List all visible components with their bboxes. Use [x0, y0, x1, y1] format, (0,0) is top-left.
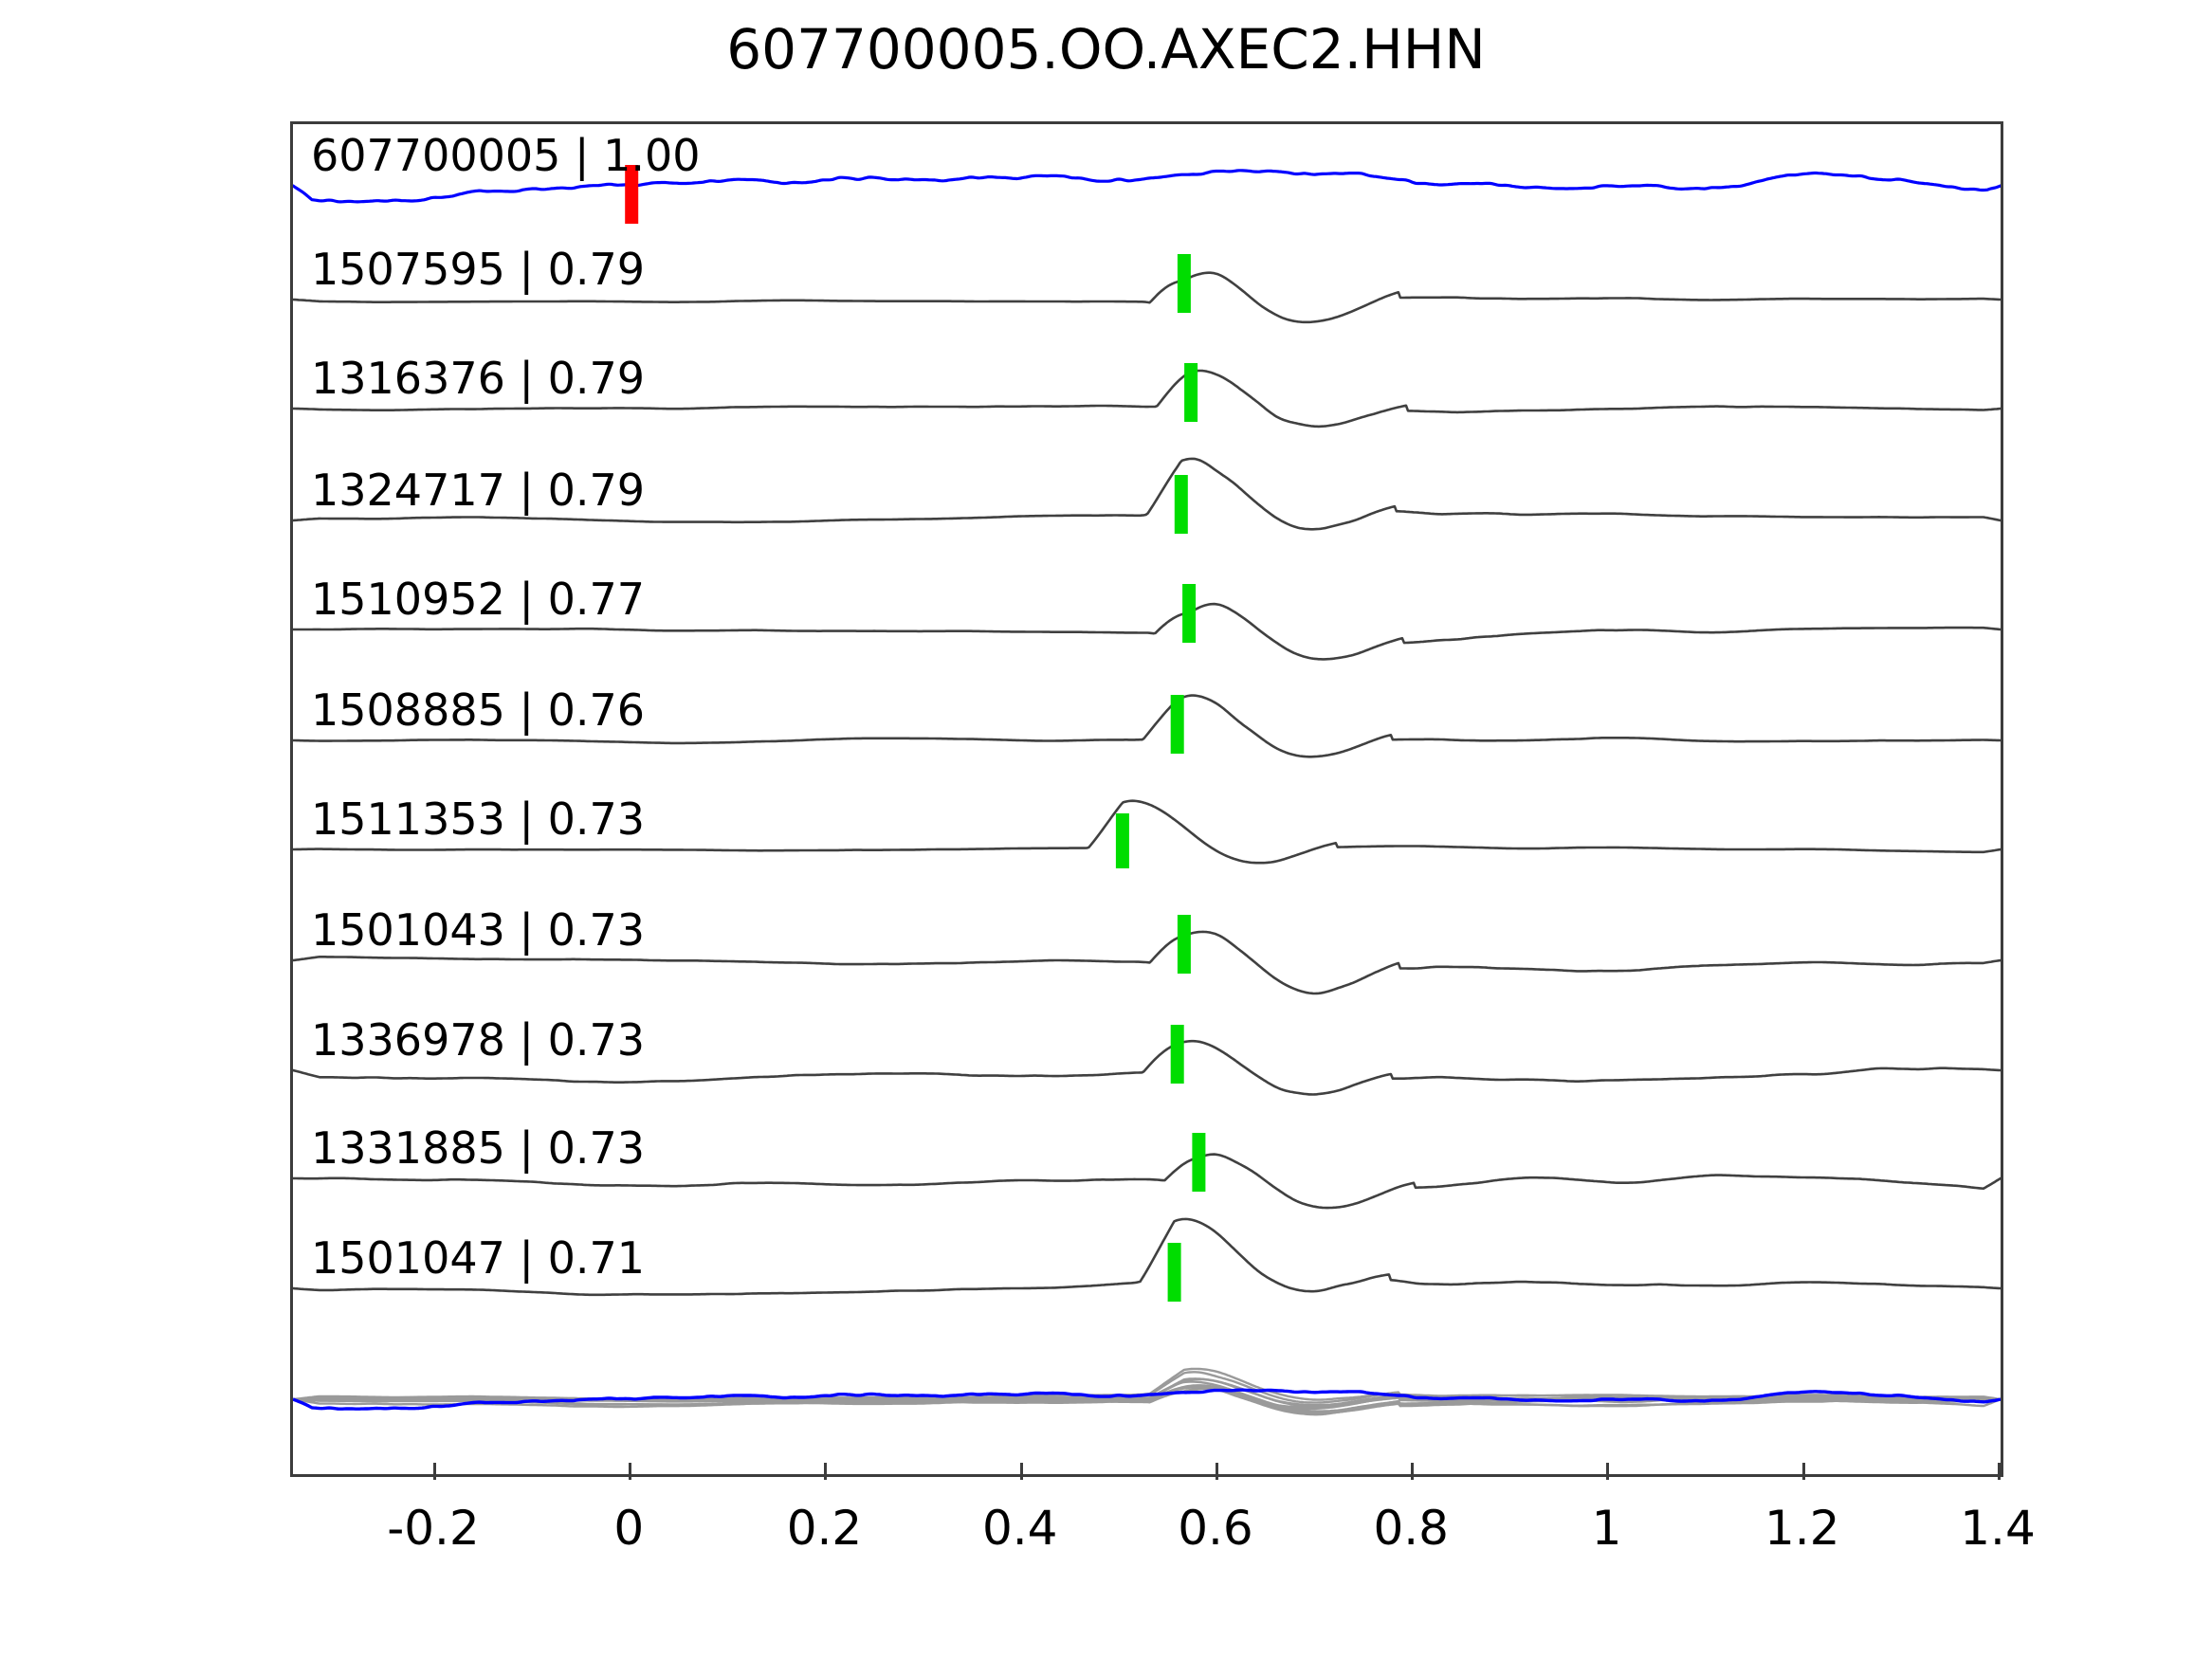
- trace-label-1331885: 1331885 | 0.73: [311, 1122, 646, 1174]
- waveform-trace-1511353: [293, 799, 2001, 865]
- trace-label-1501047: 1501047 | 0.71: [311, 1232, 646, 1284]
- detection-pick-marker-1331885: [1192, 1133, 1206, 1192]
- detection-pick-marker-1510952: [1182, 584, 1197, 643]
- detection-pick-marker-1501047: [1167, 1243, 1181, 1302]
- waveform-trace-1336978: [293, 1039, 2001, 1096]
- waveform-trace-1501047: [293, 1217, 2001, 1297]
- waveform-trace-1331885: [293, 1153, 2001, 1210]
- waveform-trace-1508885: [293, 694, 2001, 758]
- detection-pick-marker-1336978: [1170, 1025, 1184, 1084]
- trace-label-1511353: 1511353 | 0.73: [311, 793, 646, 845]
- x-tick-mark: [1998, 1463, 2001, 1480]
- trace-label-607700005: 607700005 | 1.00: [311, 130, 701, 181]
- waveform-canvas: [293, 165, 2001, 1416]
- waveform-trace-1501043: [293, 930, 2001, 995]
- trace-label-1507595: 1507595 | 0.79: [311, 244, 646, 295]
- detection-pick-marker-1508885: [1170, 695, 1184, 754]
- stack-template-trace: [293, 1388, 2001, 1411]
- trace-label-1324717: 1324717 | 0.79: [311, 465, 646, 516]
- detection-pick-marker-1316376: [1184, 363, 1198, 422]
- detection-pick-marker-1507595: [1177, 254, 1191, 313]
- trace-label-1508885: 1508885 | 0.76: [311, 684, 646, 736]
- x-tick-mark: [1411, 1463, 1415, 1480]
- x-tick-label: 0.8: [1373, 1501, 1449, 1556]
- waveform-trace-1507595: [293, 271, 2001, 324]
- template-pick-marker-607700005: [625, 165, 639, 224]
- detection-pick-marker-1324717: [1174, 475, 1188, 534]
- x-tick-label: 1.2: [1764, 1501, 1840, 1556]
- x-tick-mark: [629, 1463, 632, 1480]
- x-tick-label: 0.2: [786, 1501, 863, 1556]
- waveform-trace-1324717: [293, 457, 2001, 531]
- x-tick-label: 0: [613, 1501, 645, 1556]
- waveform-trace-607700005: [293, 169, 2001, 204]
- x-tick-mark: [1215, 1463, 1218, 1480]
- waveform-trace-1316376: [293, 369, 2001, 428]
- trace-label-1510952: 1510952 | 0.77: [311, 574, 646, 625]
- x-tick-mark: [1801, 1463, 1805, 1480]
- x-axis: -0.2 0 0.2 0.4 0.6 0.8 1 1.2 1.4: [290, 1463, 2036, 1584]
- waveform-trace-1510952: [293, 602, 2001, 661]
- x-tick-mark: [432, 1463, 436, 1480]
- x-tick-label: 0.6: [1178, 1501, 1253, 1556]
- trace-label-1336978: 1336978 | 0.73: [311, 1014, 646, 1066]
- trace-label-1501043: 1501043 | 0.73: [311, 904, 646, 956]
- page-title: 607700005.OO.AXEC2.HHN: [726, 17, 1486, 82]
- detection-pick-marker-1511353: [1115, 813, 1129, 868]
- x-tick-label: 1.4: [1960, 1501, 2036, 1556]
- x-tick-label: 0.4: [981, 1501, 1058, 1556]
- trace-label-1316376: 1316376 | 0.79: [311, 353, 646, 404]
- x-tick-mark: [1606, 1463, 1610, 1480]
- x-tick-label: 1: [1591, 1501, 1622, 1556]
- x-tick-mark: [824, 1463, 828, 1480]
- detection-pick-marker-1501043: [1177, 915, 1191, 974]
- x-tick-mark: [1019, 1463, 1023, 1480]
- plot-area: [290, 121, 2003, 1477]
- x-tick-label: -0.2: [387, 1501, 480, 1556]
